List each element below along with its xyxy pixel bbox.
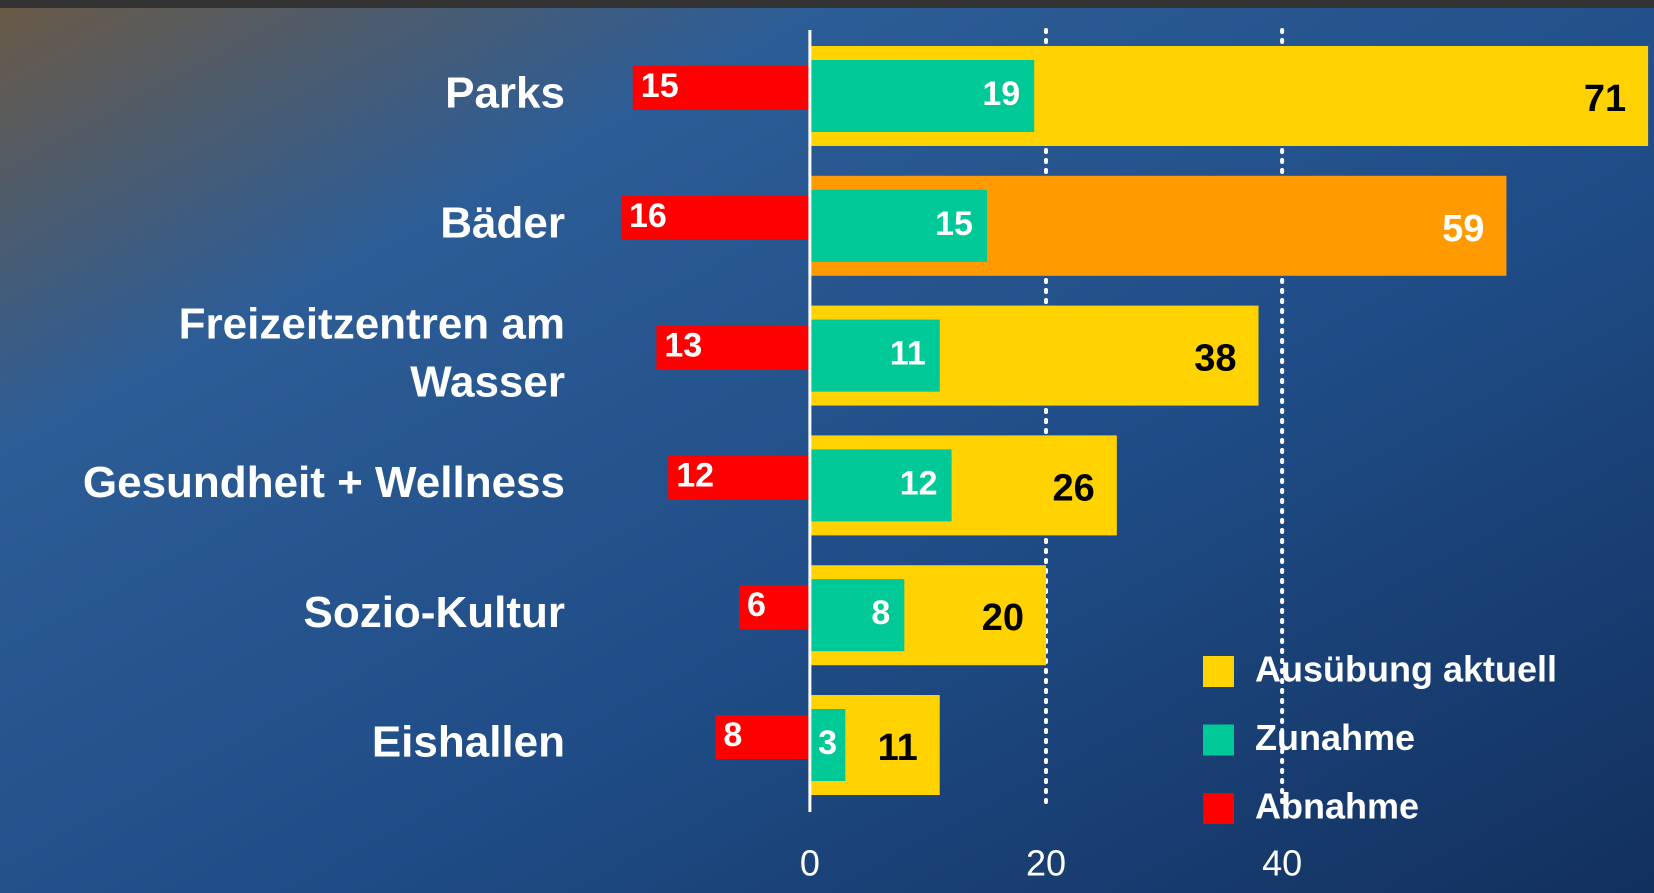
category-label: Bäder — [440, 198, 565, 247]
legend-label: Ausübung aktuell — [1255, 649, 1557, 690]
legend-label: Zunahme — [1255, 717, 1415, 758]
value-label: 26 — [1053, 467, 1095, 509]
x-tick-label: 40 — [1262, 843, 1302, 884]
legend-swatch — [1203, 656, 1234, 687]
value-label: 11 — [890, 335, 926, 373]
value-label: 59 — [1442, 208, 1484, 250]
value-label: 19 — [982, 75, 1020, 113]
bar — [809, 319, 940, 392]
top-strip — [0, 0, 1654, 8]
value-label: 20 — [982, 597, 1024, 639]
bar — [809, 709, 846, 781]
bar — [809, 449, 952, 522]
legend-label: Abnahme — [1255, 786, 1419, 827]
bar — [620, 195, 810, 240]
value-label: 15 — [641, 67, 679, 105]
value-label: 3 — [818, 724, 837, 762]
value-label: 38 — [1194, 338, 1236, 380]
category-label: Sozio-Kultur — [303, 588, 565, 637]
bar — [668, 455, 810, 500]
value-label: 11 — [878, 727, 918, 769]
x-tick-label: 0 — [800, 843, 820, 884]
value-label: 8 — [723, 716, 742, 754]
bar — [809, 579, 905, 652]
bar — [739, 585, 810, 630]
category-label: Parks — [445, 69, 565, 118]
value-label: 13 — [664, 327, 702, 365]
bar — [715, 715, 810, 759]
bar — [809, 60, 1035, 132]
value-label: 12 — [900, 464, 938, 502]
legend-swatch — [1203, 793, 1234, 824]
legend-swatch — [1203, 724, 1234, 756]
value-label: 16 — [629, 197, 667, 235]
category-label: Gesundheit + Wellness — [83, 458, 565, 507]
value-label: 6 — [747, 586, 766, 624]
category-label: Freizeitzentren am Wasser — [179, 299, 565, 406]
category-label: Eishallen — [372, 718, 565, 767]
bar — [809, 189, 987, 262]
x-tick-label: 20 — [1026, 843, 1066, 884]
value-label: 15 — [935, 205, 973, 243]
bar — [656, 325, 810, 370]
value-label: 8 — [871, 594, 890, 632]
value-label: 71 — [1584, 78, 1626, 120]
value-label: 12 — [676, 456, 714, 494]
bar — [632, 66, 810, 110]
